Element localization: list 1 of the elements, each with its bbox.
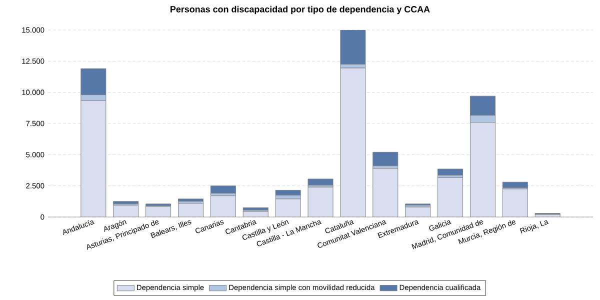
chart-title: Personas con discapacidad por tipo de dependencia y CCAA (170, 6, 430, 14)
